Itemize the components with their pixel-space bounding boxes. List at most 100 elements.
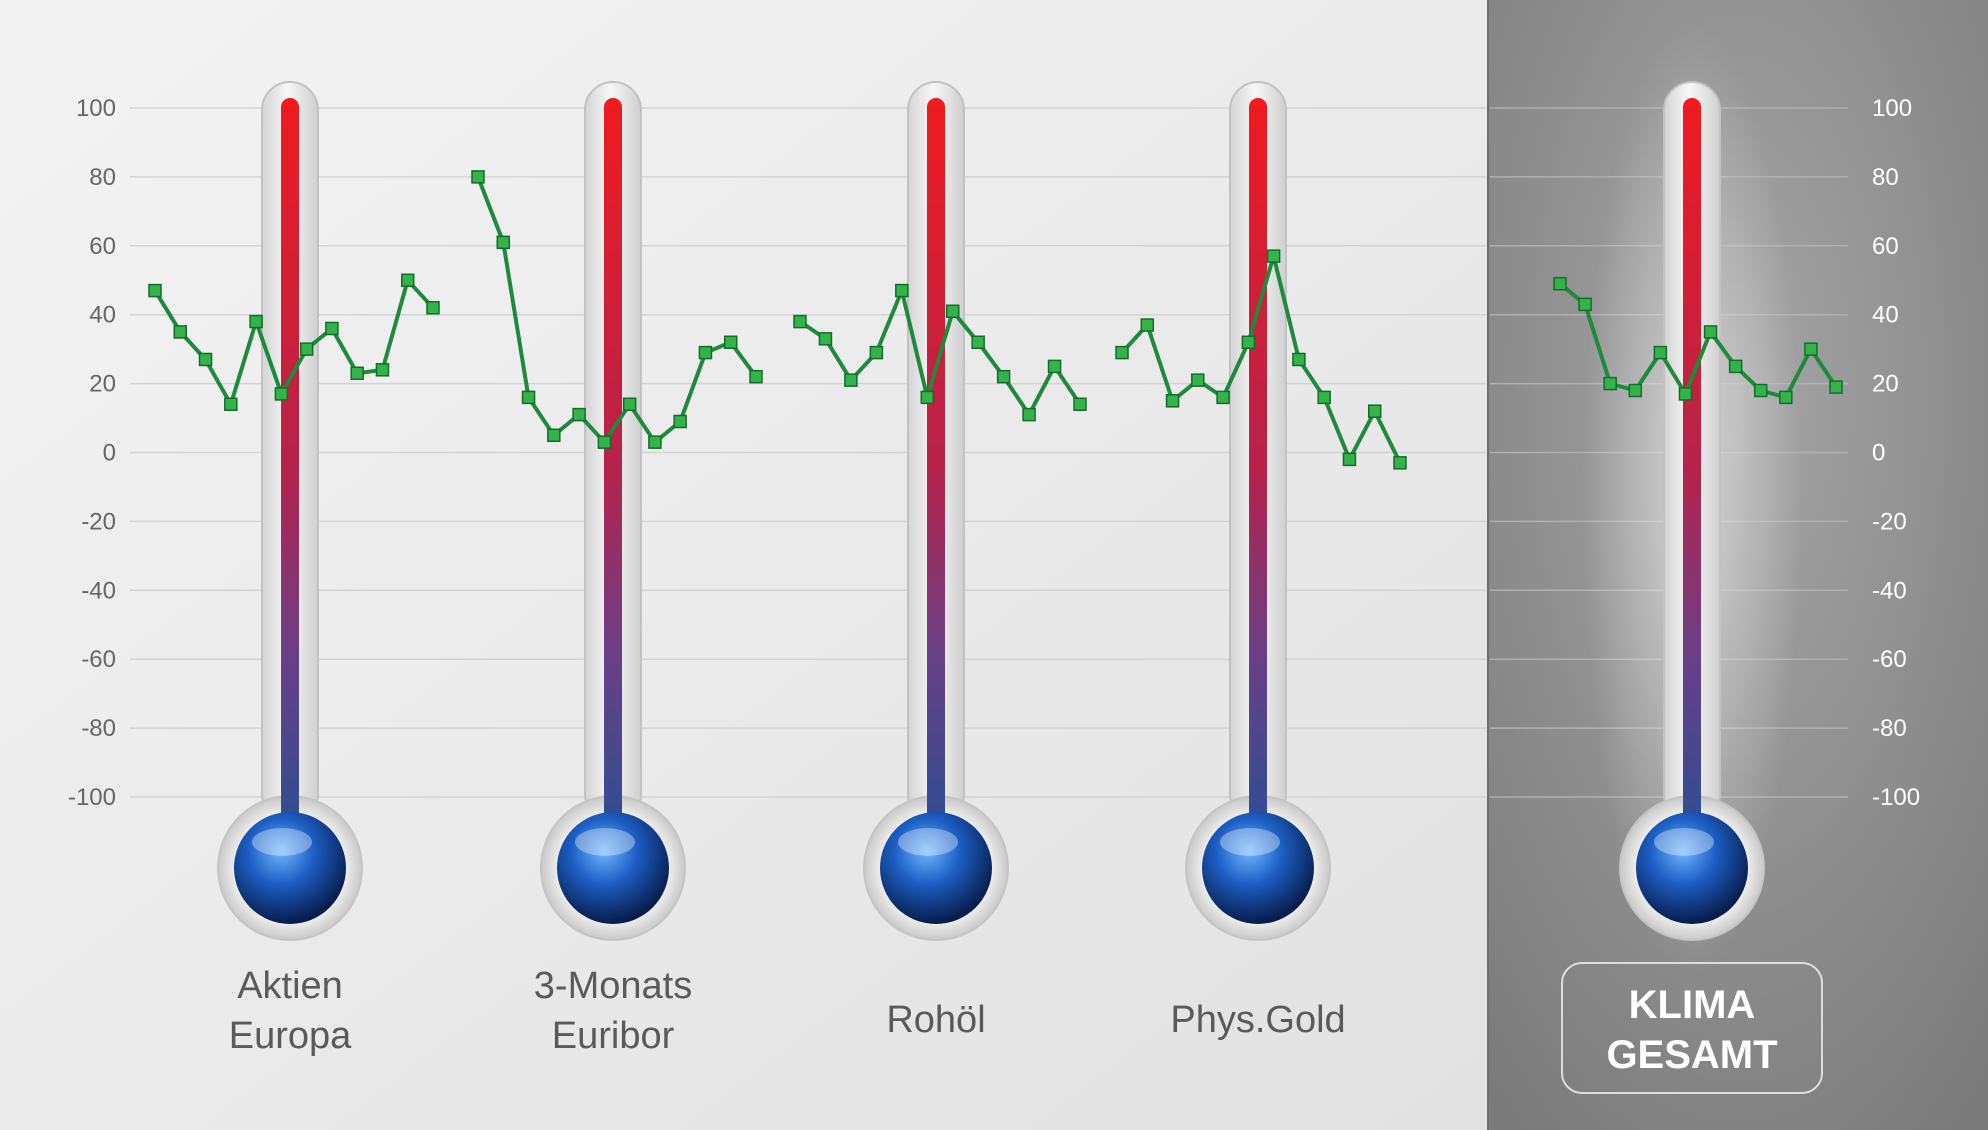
data-point	[1654, 347, 1666, 359]
y-tick-label: -80	[1872, 715, 1907, 742]
data-point	[1554, 278, 1566, 290]
thermometer	[1582, 20, 1802, 980]
data-point	[402, 274, 414, 286]
y-tick-label: 80	[1872, 164, 1899, 191]
thermometer-tube	[927, 98, 945, 838]
y-tick-label: -100	[68, 784, 116, 811]
data-point	[250, 316, 262, 328]
thermometer-label: Rohöl	[886, 999, 985, 1041]
data-point	[523, 391, 535, 403]
data-point	[573, 409, 585, 421]
thermometer-label: GESAMT	[1606, 1033, 1777, 1077]
bulb-highlight	[1220, 828, 1280, 856]
data-point	[1805, 343, 1817, 355]
y-tick-label: 0	[1872, 440, 1885, 467]
data-point	[845, 374, 857, 386]
y-tick-label: 100	[76, 95, 116, 122]
data-point	[275, 388, 287, 400]
y-tick-label: -20	[1872, 508, 1907, 535]
data-point	[624, 398, 636, 410]
data-point	[200, 353, 212, 365]
y-tick-label: -20	[81, 508, 116, 535]
y-tick-label: 100	[1872, 95, 1912, 122]
y-tick-label: 0	[103, 440, 116, 467]
thermometer-tube	[1249, 98, 1267, 838]
thermometer-label: Aktien	[237, 965, 343, 1007]
data-point	[376, 364, 388, 376]
thermometer-tube	[281, 98, 299, 838]
data-point	[1394, 457, 1406, 469]
data-point	[1369, 405, 1381, 417]
y-tick-label: -40	[81, 577, 116, 604]
data-point	[1318, 391, 1330, 403]
y-tick-label: 60	[89, 233, 116, 260]
data-point	[1579, 298, 1591, 310]
y-tick-label: 40	[89, 302, 116, 329]
bulb-highlight	[1654, 828, 1714, 856]
y-tick-label: 40	[1872, 302, 1899, 329]
y-tick-label: -40	[1872, 577, 1907, 604]
y-tick-label: -60	[81, 646, 116, 673]
bulb-highlight	[575, 828, 635, 856]
data-point	[1730, 360, 1742, 372]
data-point	[1242, 336, 1254, 348]
thermometer-label: Phys.Gold	[1170, 999, 1345, 1041]
data-point	[1049, 360, 1061, 372]
data-point	[301, 343, 313, 355]
data-point	[1343, 453, 1355, 465]
data-point	[1217, 391, 1229, 403]
data-point	[1629, 384, 1641, 396]
thermometer-label: 3-Monats	[534, 965, 692, 1007]
bulb-highlight	[252, 828, 312, 856]
data-point	[1780, 391, 1792, 403]
y-tick-label: -80	[81, 715, 116, 742]
thermometer-label: Euribor	[552, 1015, 675, 1057]
data-point	[1830, 381, 1842, 393]
data-point	[1074, 398, 1086, 410]
thermometer-tube	[604, 98, 622, 838]
data-point	[819, 333, 831, 345]
data-point	[1679, 388, 1691, 400]
data-point	[972, 336, 984, 348]
y-tick-label: 20	[89, 371, 116, 398]
data-point	[1116, 347, 1128, 359]
y-tick-label: -100	[1872, 784, 1920, 811]
data-point	[921, 391, 933, 403]
data-point	[1192, 374, 1204, 386]
data-point	[497, 236, 509, 248]
data-point	[794, 316, 806, 328]
y-tick-label: -60	[1872, 646, 1907, 673]
data-point	[1755, 384, 1767, 396]
data-point	[699, 347, 711, 359]
y-tick-label: 80	[89, 164, 116, 191]
data-point	[1293, 353, 1305, 365]
y-tick-label: 60	[1872, 233, 1899, 260]
data-point	[351, 367, 363, 379]
data-point	[947, 305, 959, 317]
data-point	[326, 322, 338, 334]
data-point	[1141, 319, 1153, 331]
data-point	[548, 429, 560, 441]
data-point	[725, 336, 737, 348]
data-point	[1705, 326, 1717, 338]
data-point	[870, 347, 882, 359]
data-point	[472, 171, 484, 183]
thermometer-tube	[1683, 98, 1701, 838]
data-point	[649, 436, 661, 448]
thermometer-label: KLIMA	[1629, 983, 1756, 1027]
y-tick-label: 20	[1872, 371, 1899, 398]
data-point	[225, 398, 237, 410]
data-point	[1167, 395, 1179, 407]
data-point	[750, 371, 762, 383]
data-point	[998, 371, 1010, 383]
thermometer-label: Europa	[229, 1015, 352, 1057]
data-point	[896, 285, 908, 297]
data-point	[598, 436, 610, 448]
data-point	[149, 285, 161, 297]
data-point	[1023, 409, 1035, 421]
data-point	[1604, 378, 1616, 390]
data-point	[1268, 250, 1280, 262]
data-point	[174, 326, 186, 338]
bulb-highlight	[898, 828, 958, 856]
